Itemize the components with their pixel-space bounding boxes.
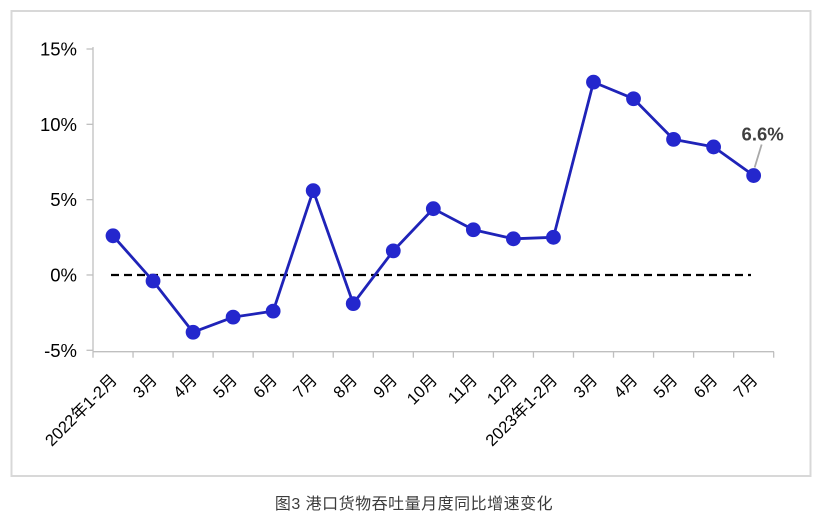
x-tick-label: 7月 (290, 371, 321, 402)
x-tick-label: 10月 (404, 371, 441, 408)
data-point (305, 183, 321, 199)
x-tick-label: 8月 (330, 371, 361, 402)
x-tick-label: 6月 (250, 371, 281, 402)
y-tick-label: 0% (50, 264, 77, 285)
x-tick-label: 4月 (170, 371, 201, 402)
y-tick-label: 15% (40, 39, 77, 60)
y-tick-label: 5% (50, 189, 77, 210)
chart-frame (10, 10, 812, 477)
data-point (546, 229, 561, 245)
x-tick-label: 5月 (210, 371, 241, 402)
data-point (425, 201, 441, 217)
x-tick-label: 3月 (570, 371, 601, 402)
y-tick-label: -5% (44, 340, 77, 361)
chart-caption: 图3 港口货物吞吐量月度同比增速变化 (274, 496, 554, 513)
x-tick-label: 6月 (691, 371, 722, 402)
data-point (105, 228, 121, 244)
x-tick-label: 7月 (731, 371, 762, 402)
data-point (145, 273, 161, 289)
data-point (345, 296, 361, 311)
annotation-leader-line (753, 144, 763, 168)
y-tick-label: 10% (40, 114, 77, 135)
data-point (666, 131, 681, 147)
data-point (706, 139, 721, 155)
annotation-label: 6.6% (742, 124, 784, 145)
x-tick-label: 11月 (445, 371, 482, 408)
data-point (265, 303, 281, 319)
x-tick-label: 2022年1-2月 (41, 370, 121, 450)
x-tick-label: 3月 (130, 371, 161, 402)
x-tick-label: 5月 (650, 371, 681, 402)
data-point (225, 309, 241, 325)
data-point (185, 324, 201, 340)
data-point (746, 168, 762, 183)
x-tick-label: 9月 (370, 371, 401, 402)
data-point (586, 74, 601, 90)
data-point (506, 231, 521, 247)
x-tick-label: 4月 (610, 371, 641, 402)
data-point (626, 91, 641, 107)
data-point (465, 222, 481, 238)
data-point (385, 243, 401, 259)
x-tick-label: 2023年1-2月 (482, 370, 562, 450)
line-chart-canvas: 15% 10% 5% 0% -5% 2022年1-2月 3月 4月 5月 6月 7月 8月 9月 10月 1… (10, 10, 812, 477)
